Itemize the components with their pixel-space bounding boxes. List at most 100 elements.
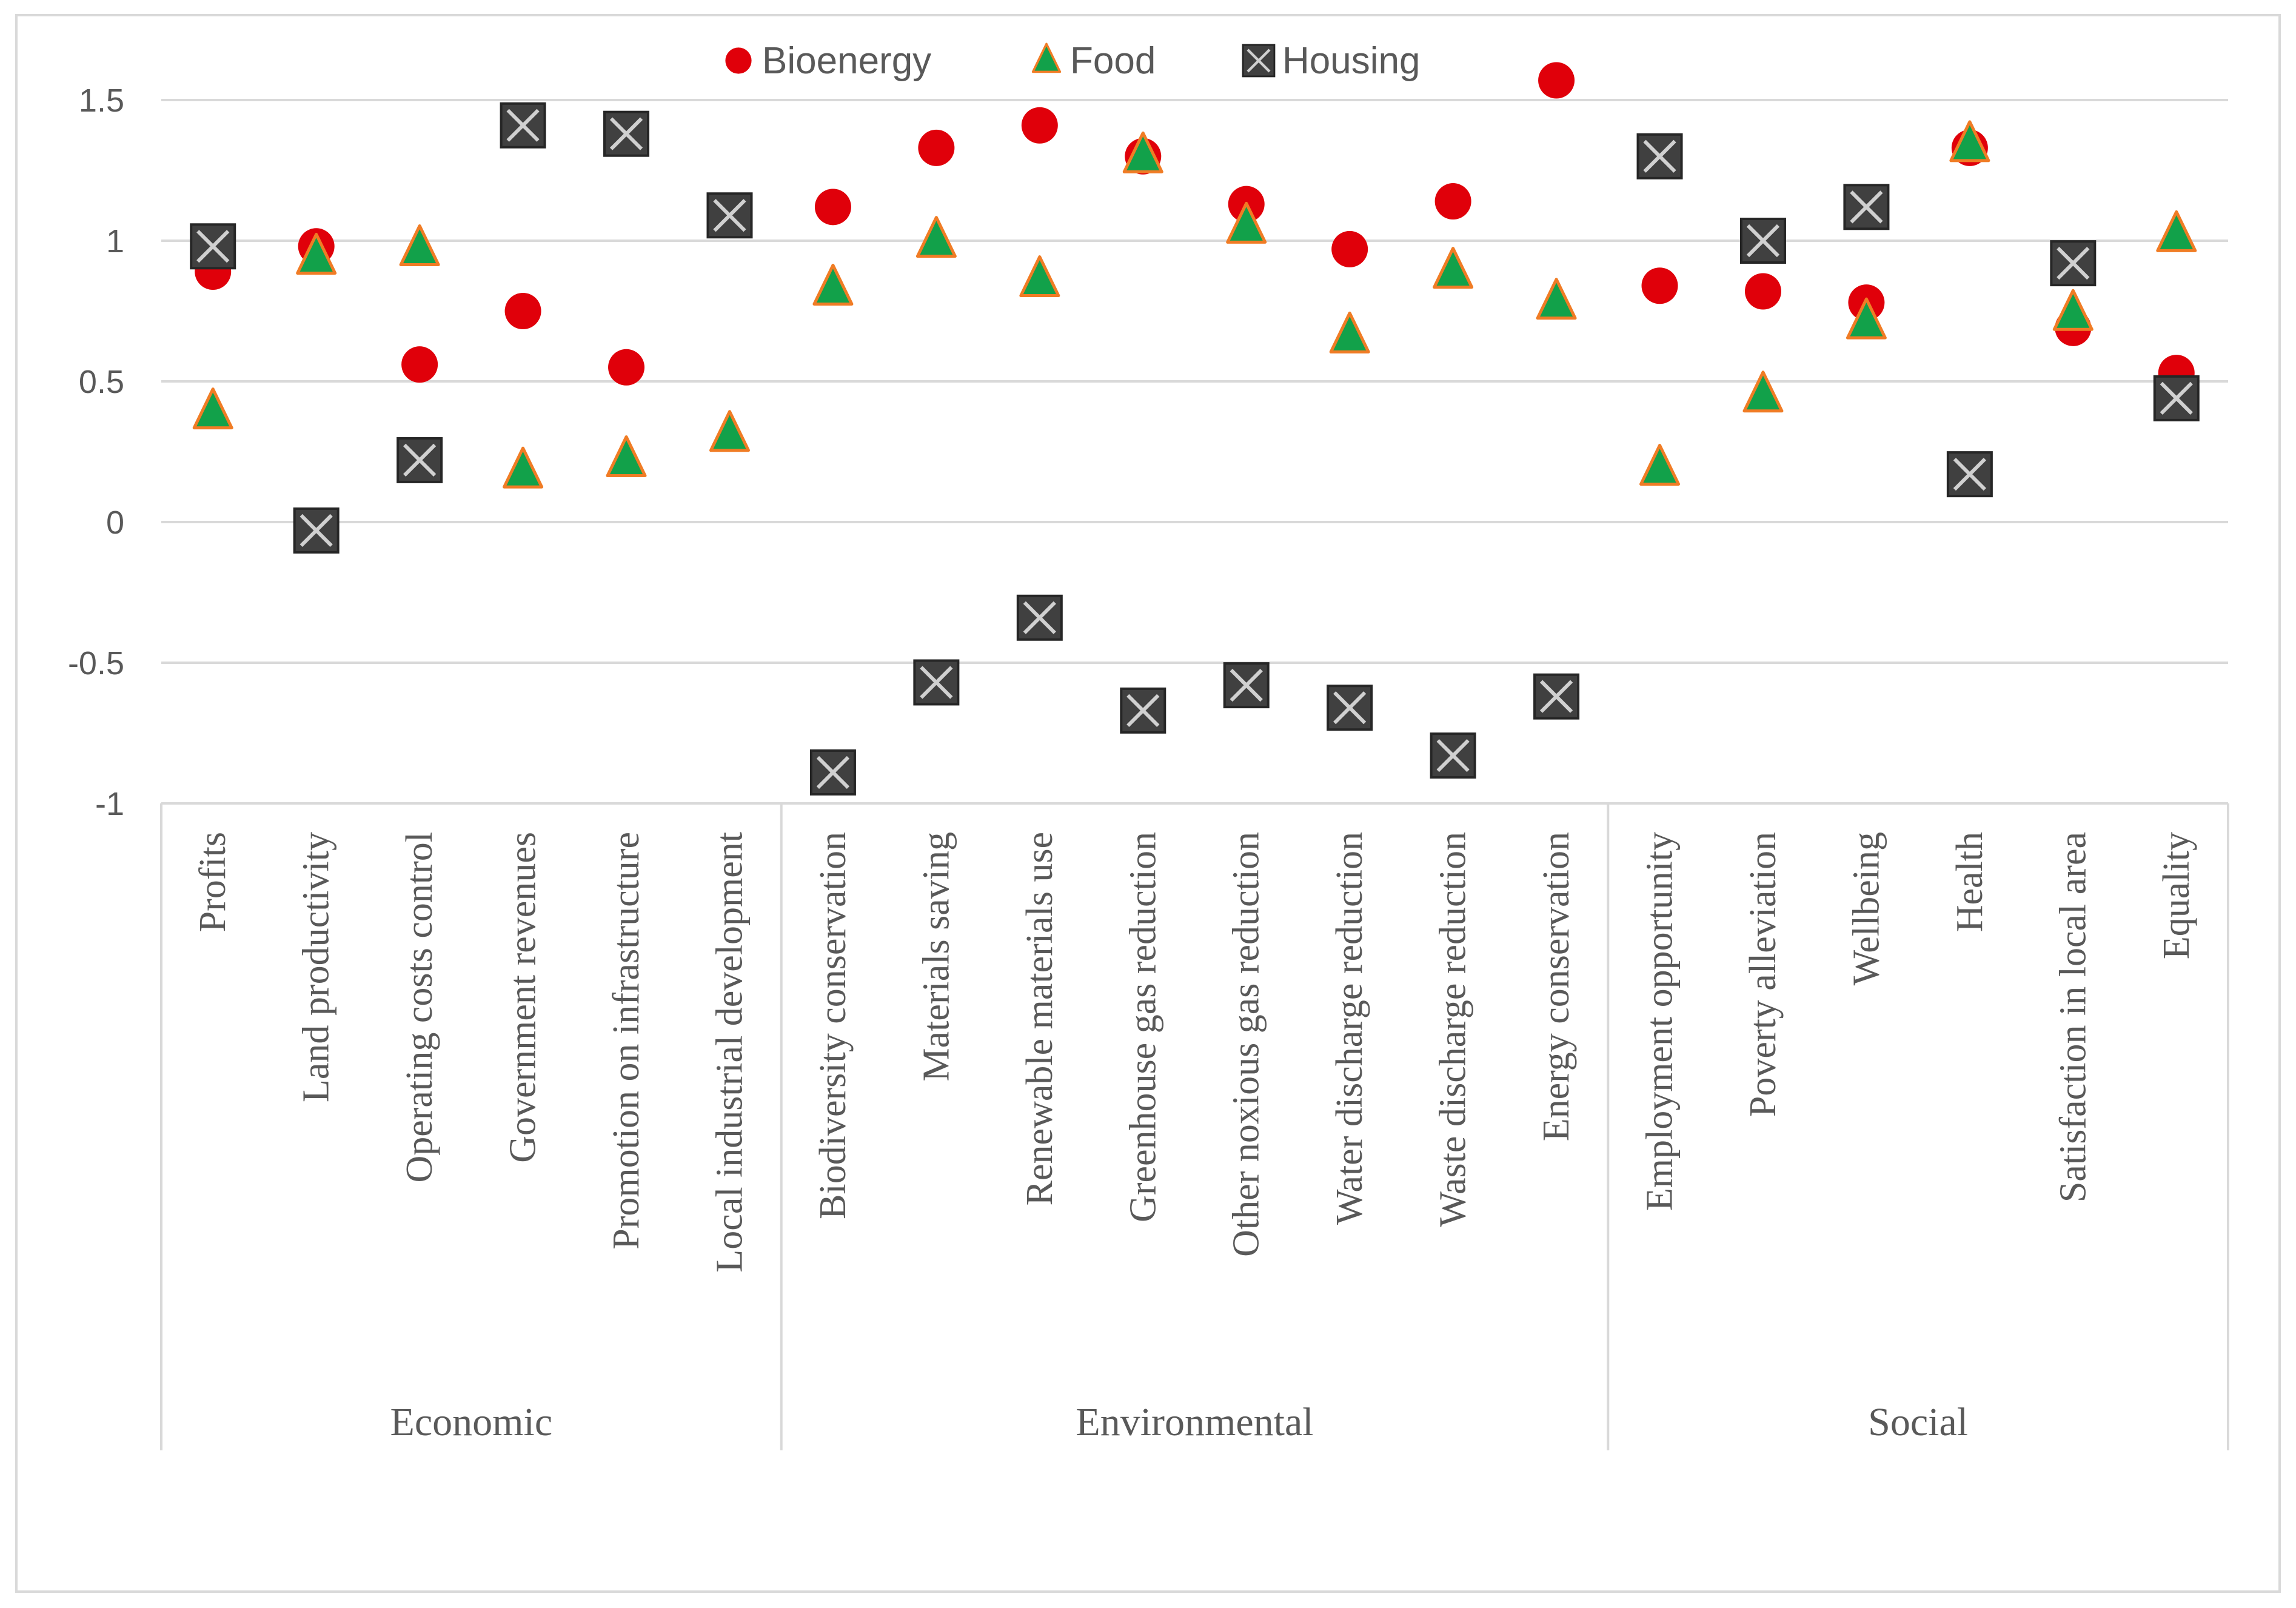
y-tick-label: 1.5 bbox=[79, 82, 124, 119]
category-label: Health bbox=[1949, 832, 1990, 932]
data-point-triangle bbox=[1122, 131, 1163, 173]
data-point-box-x bbox=[1327, 685, 1373, 731]
data-point-circle bbox=[1744, 273, 1781, 310]
legend-label: Bioenergy bbox=[762, 40, 931, 82]
data-point-triangle bbox=[1639, 443, 1681, 486]
data-point-triangle bbox=[2156, 210, 2197, 252]
category-label: Waste discharge reduction bbox=[1433, 832, 1474, 1227]
category-label: Promotion on infrastructure bbox=[606, 832, 647, 1250]
data-point-circle bbox=[1641, 267, 1678, 304]
category-label: Employment opportunity bbox=[1639, 832, 1681, 1211]
category-label: Renewable materials use bbox=[1019, 832, 1060, 1205]
data-point-box-x bbox=[913, 659, 960, 706]
data-point-triangle bbox=[1846, 297, 1887, 340]
data-point-box-x bbox=[1843, 184, 1890, 230]
data-point-circle bbox=[725, 47, 752, 74]
group-label: Social bbox=[1868, 1400, 1968, 1444]
data-point-box-x bbox=[1636, 133, 1683, 179]
data-point-box-x bbox=[2153, 375, 2200, 421]
y-tick-label: 1 bbox=[106, 223, 124, 260]
data-point-box-x bbox=[809, 749, 856, 796]
data-point-triangle bbox=[1949, 120, 1990, 162]
series-housing bbox=[190, 102, 2200, 796]
data-point-triangle bbox=[503, 446, 544, 489]
category-label: Energy conservation bbox=[1536, 832, 1577, 1141]
group-label: Economic bbox=[390, 1400, 553, 1444]
data-point-box-x bbox=[1739, 218, 1786, 264]
legend: Bioenergy Food Housing bbox=[725, 40, 1420, 82]
category-axis bbox=[160, 803, 2229, 1450]
data-point-triangle bbox=[1536, 278, 1577, 320]
category-labels: Profits Land productivity Operating costs … bbox=[192, 832, 2197, 1273]
y-axis-ticks: 1.5 1 0.5 0 -0.5 -1 bbox=[68, 82, 124, 822]
data-point-triangle bbox=[709, 410, 750, 452]
data-point-triangle bbox=[1019, 255, 1060, 298]
data-point-triangle bbox=[399, 224, 440, 267]
category-label: Government revenues bbox=[503, 832, 544, 1163]
data-point-box-x bbox=[293, 507, 340, 554]
data-point-box-x bbox=[500, 102, 546, 149]
data-point-triangle bbox=[296, 232, 337, 275]
group-labels: Economic Environmental Social bbox=[390, 1400, 1969, 1444]
y-tick-label: -1 bbox=[95, 786, 124, 822]
category-label: Land productivity bbox=[296, 832, 337, 1102]
data-point-circle bbox=[504, 293, 541, 329]
data-point-box-x bbox=[1016, 594, 1063, 641]
data-point-box-x bbox=[1120, 687, 1166, 734]
data-point-triangle bbox=[1329, 311, 1370, 353]
legend-label: Food bbox=[1070, 40, 1156, 82]
y-tick-label: 0.5 bbox=[79, 364, 124, 400]
data-point-circle bbox=[1331, 230, 1368, 267]
data-point-triangle bbox=[915, 216, 957, 258]
data-point-triangle bbox=[812, 263, 854, 306]
legend-label: Housing bbox=[1282, 40, 1420, 82]
data-point-triangle bbox=[606, 435, 647, 478]
legend-entry-bioenergy: Bioenergy bbox=[725, 40, 931, 82]
legend-entry-food: Food bbox=[1031, 40, 1156, 82]
data-point-triangle bbox=[1742, 370, 1784, 413]
group-label: Environmental bbox=[1076, 1400, 1313, 1444]
data-point-box-x bbox=[1946, 451, 1993, 498]
data-point-box-x bbox=[1242, 44, 1276, 78]
data-points bbox=[190, 62, 2200, 796]
category-label: Wellbeing bbox=[1846, 832, 1887, 985]
category-label: Satisfaction in local area bbox=[2052, 832, 2094, 1202]
category-label: Profits bbox=[192, 832, 233, 932]
series-food bbox=[192, 120, 2197, 489]
category-label: Other noxious gas reduction bbox=[1226, 832, 1267, 1257]
category-label: Materials saving bbox=[915, 832, 957, 1082]
data-point-box-x bbox=[397, 437, 443, 483]
gridlines bbox=[161, 99, 2228, 805]
legend-entry-housing: Housing bbox=[1242, 40, 1420, 82]
data-point-circle bbox=[1021, 107, 1058, 144]
category-label: Biodiversity conservation bbox=[812, 832, 854, 1219]
data-point-box-x bbox=[1430, 732, 1476, 779]
data-point-triangle bbox=[2052, 289, 2094, 331]
data-point-box-x bbox=[2050, 240, 2097, 287]
data-point-circle bbox=[1538, 62, 1575, 99]
category-label: Greenhouse gas reduction bbox=[1122, 832, 1163, 1222]
category-label: Equality bbox=[2156, 832, 2197, 959]
category-label: Local industrial development bbox=[709, 832, 750, 1273]
data-point-circle bbox=[1434, 183, 1471, 220]
data-point-triangle bbox=[192, 387, 233, 430]
data-point-circle bbox=[918, 129, 955, 166]
data-point-triangle bbox=[1031, 42, 1062, 73]
y-tick-label: -0.5 bbox=[68, 645, 124, 682]
data-point-box-x bbox=[1533, 673, 1580, 720]
data-point-circle bbox=[608, 349, 645, 386]
y-tick-label: 0 bbox=[106, 504, 124, 541]
data-point-box-x bbox=[603, 110, 650, 157]
category-label: Operating costs control bbox=[399, 832, 440, 1183]
data-point-circle bbox=[401, 346, 438, 383]
category-label: Poverty alleviation bbox=[1742, 832, 1784, 1117]
data-point-triangle bbox=[1226, 201, 1267, 244]
category-label: Water discharge reduction bbox=[1329, 832, 1370, 1225]
data-point-box-x bbox=[190, 223, 236, 270]
data-point-triangle bbox=[1433, 247, 1474, 289]
data-point-box-x bbox=[706, 192, 753, 239]
data-point-box-x bbox=[1223, 662, 1270, 709]
data-point-circle bbox=[814, 189, 851, 226]
